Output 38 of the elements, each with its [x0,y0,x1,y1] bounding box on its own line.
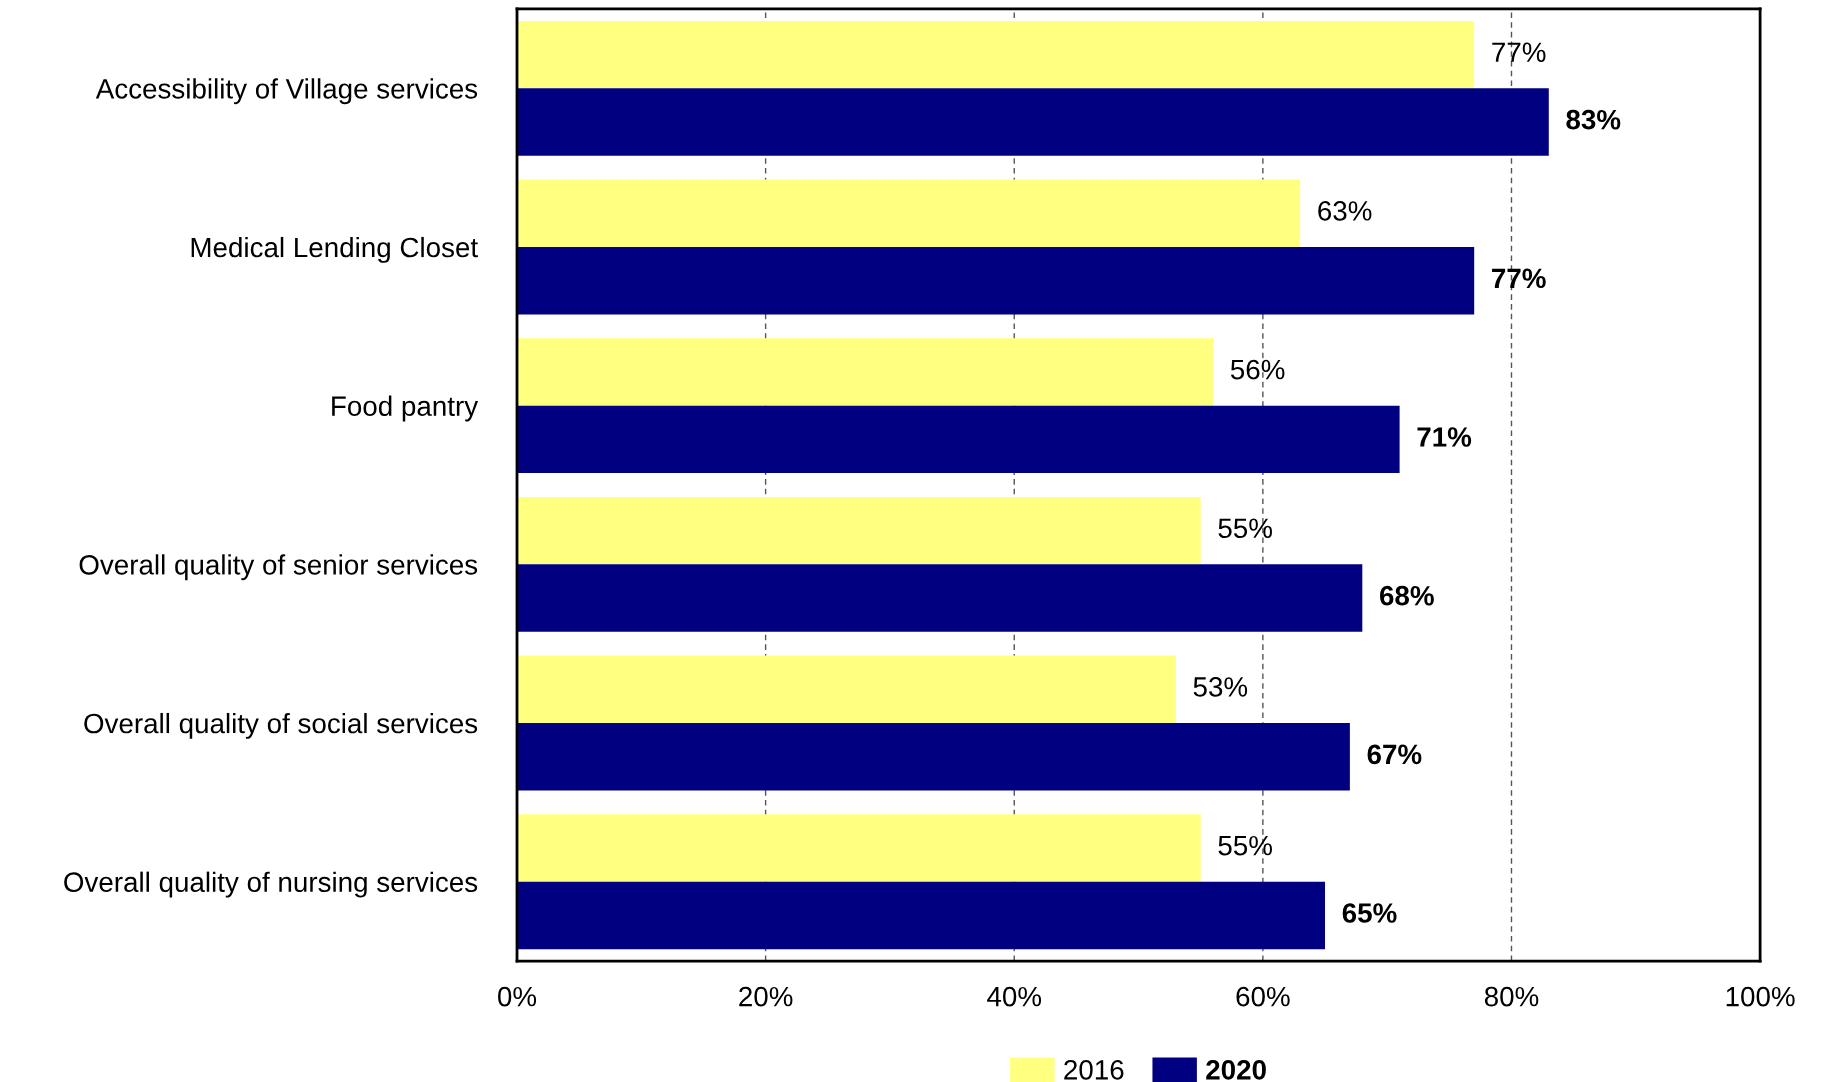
bar [517,881,1326,950]
y-tick-label: Overall quality of senior services [79,554,478,581]
x-tick-label: 20% [739,986,793,1007]
data-label: 68% [1380,585,1434,606]
x-tick-label: 60% [1236,986,1290,1007]
x-tick-label: 80% [1484,986,1539,1007]
data-label: 53% [1193,677,1248,697]
data-label: 55% [1218,835,1272,856]
data-label: 56% [1230,359,1285,380]
data-label: 63% [1318,201,1372,221]
y-tick-label: Food pantry [332,395,479,422]
y-tick-label: Accessibility of Village services [95,78,478,105]
data-label: 77% [1492,268,1546,289]
bar [517,723,1350,791]
x-tick-label: 40% [987,986,1042,1007]
y-tick-label: Overall quality of social services [84,712,478,739]
bar [517,88,1549,156]
data-label: 55% [1218,518,1272,539]
bar [517,179,1301,247]
legend-label: 2016 [1064,1059,1124,1080]
x-tick-label: 100% [1726,986,1795,1007]
bar [517,814,1201,882]
bar [517,338,1214,406]
bar [517,246,1475,315]
bar [517,405,1400,474]
legend-label: 2020 [1206,1059,1266,1080]
y-tick-label: Medical Lending Closet [191,236,478,263]
data-label: 67% [1367,744,1422,765]
data-label: 83% [1566,109,1621,130]
data-label: 77% [1492,42,1546,62]
bar [517,655,1176,724]
y-tick-label: Overall quality of nursing services [64,871,478,898]
bar [517,20,1475,89]
bar [517,496,1201,565]
x-tick-label: 0% [498,986,537,1007]
data-label: 65% [1342,903,1397,923]
data-label: 71% [1417,427,1472,447]
bar [517,564,1363,632]
